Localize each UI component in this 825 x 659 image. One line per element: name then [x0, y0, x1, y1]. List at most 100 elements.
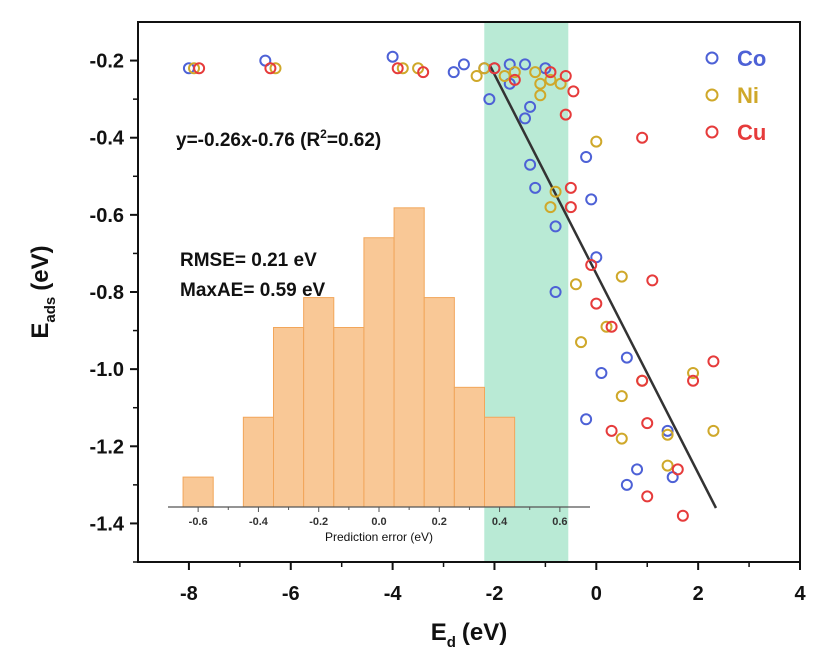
data-point-cu: [707, 355, 720, 368]
fit-equation-suffix: =0.62): [327, 130, 381, 151]
y-tick-label: -0.2: [90, 51, 124, 73]
legend: Co Ni Cu: [705, 46, 766, 145]
data-point-co: [524, 158, 537, 171]
legend-label-ni: Ni: [737, 83, 759, 108]
data-point-cu: [605, 424, 618, 437]
data-point-co: [549, 286, 562, 298]
inset-x-tick-label: 0.2: [432, 516, 447, 528]
data-point-cu: [687, 374, 700, 387]
y-axis: -0.2 -0.4 -0.6 -0.8 -1.0 -1.2 -1.4: [90, 51, 138, 563]
data-point-ni: [569, 278, 582, 291]
histogram-bar: [484, 416, 516, 508]
data-point-cu: [567, 85, 580, 98]
x-tick-label: 2: [693, 583, 704, 605]
data-point-ni: [508, 66, 521, 79]
data-point-co: [457, 58, 470, 71]
data-point-co: [661, 424, 674, 437]
data-point-ni: [544, 73, 557, 86]
y-tick-label: -0.8: [90, 282, 124, 304]
fit-line: [488, 63, 718, 509]
histogram-bar: [303, 297, 335, 508]
fit-equation-prefix: y=-0.26x-0.76 (R: [176, 130, 320, 151]
inset-x-axis-title: Prediction error (eV): [325, 530, 433, 544]
data-point-ni: [575, 336, 588, 349]
x-axis: -8 -6 -4 -2 0 2 4: [180, 562, 806, 605]
data-point-ni: [498, 70, 511, 82]
data-point-co: [620, 478, 633, 491]
data-point-ni: [534, 89, 547, 102]
data-point-cu: [559, 70, 572, 82]
fit-equation-label: y=-0.26x-0.76 (R2=0.62): [176, 127, 381, 151]
rmse-label: RMSE= 0.21 eV: [180, 250, 317, 271]
data-point-ni: [615, 270, 628, 283]
data-point-cu: [417, 66, 430, 79]
data-point-cu: [646, 274, 659, 287]
data-point-cu: [488, 62, 501, 75]
data-point-co: [549, 220, 562, 233]
data-point-ni: [615, 390, 628, 403]
data-point-cu: [590, 297, 603, 310]
legend-marker-ni: [705, 88, 719, 102]
y-tick-label: -0.6: [90, 205, 124, 227]
data-point-co: [483, 93, 496, 106]
data-point-ni: [549, 185, 562, 198]
data-point-co: [447, 66, 460, 79]
y-tick-label: -1.0: [90, 359, 124, 381]
legend-label-cu: Cu: [737, 120, 766, 145]
data-point-co: [529, 181, 542, 194]
fit-equation-superscript: 2: [320, 127, 327, 141]
histogram-bar: [242, 416, 275, 508]
data-point-ni: [529, 66, 542, 79]
data-point-ni: [269, 62, 282, 75]
data-point-cu: [508, 73, 521, 86]
x-tick-label: -2: [486, 583, 504, 605]
inset-x-tick-label: 0.0: [371, 516, 386, 528]
x-tick-label: 0: [591, 583, 602, 605]
data-point-co: [620, 351, 633, 364]
histogram-bar: [453, 386, 486, 508]
x-axis-title: Ed (eV): [431, 619, 508, 651]
legend-marker-cu: [705, 125, 719, 139]
data-points: [182, 50, 720, 522]
data-point-cu: [636, 131, 649, 144]
x-tick-label: -4: [384, 583, 403, 605]
data-point-co: [519, 112, 532, 125]
y-axis-title-unit: (eV): [27, 245, 54, 290]
data-point-co: [519, 58, 532, 71]
inset-x-tick-label: -0.6: [189, 516, 208, 528]
histogram-bar: [393, 207, 425, 508]
data-point-ni: [396, 62, 409, 75]
x-axis-title-unit: (eV): [462, 619, 507, 646]
data-point-co: [580, 151, 593, 163]
y-tick-label: -1.4: [90, 513, 125, 535]
x-tick-label: 4: [794, 583, 806, 605]
data-point-co: [580, 413, 593, 426]
data-point-ni: [661, 459, 674, 472]
data-point-cu: [671, 463, 684, 476]
histogram-bar: [333, 327, 365, 508]
inset-x-tick-label: -0.4: [249, 516, 269, 528]
data-point-cu: [636, 374, 649, 387]
histogram-bar: [423, 297, 455, 508]
data-point-co: [595, 367, 608, 379]
inset-x-tick-label: 0.6: [552, 516, 567, 528]
data-point-ni: [661, 428, 674, 441]
data-point-cu: [676, 509, 689, 522]
data-point-ni: [590, 135, 603, 148]
data-point-cu: [544, 66, 557, 79]
y-axis-title: Eads (eV): [27, 245, 59, 338]
data-point-co: [631, 463, 644, 476]
data-point-cu: [641, 417, 654, 430]
data-point-cu: [564, 201, 577, 214]
data-point-ni: [534, 77, 547, 90]
x-axis-title-subscript: d: [447, 634, 456, 651]
data-point-cu: [559, 108, 572, 121]
y-tick-label: -0.4: [90, 128, 125, 150]
x-tick-label: -6: [282, 583, 300, 605]
inset-x-tick-label: -0.2: [309, 516, 328, 528]
histogram-bar: [363, 237, 395, 508]
x-axis-title-main: E: [431, 619, 447, 646]
data-point-cu: [264, 62, 277, 75]
inset-x-tick-label: 0.4: [492, 516, 508, 528]
